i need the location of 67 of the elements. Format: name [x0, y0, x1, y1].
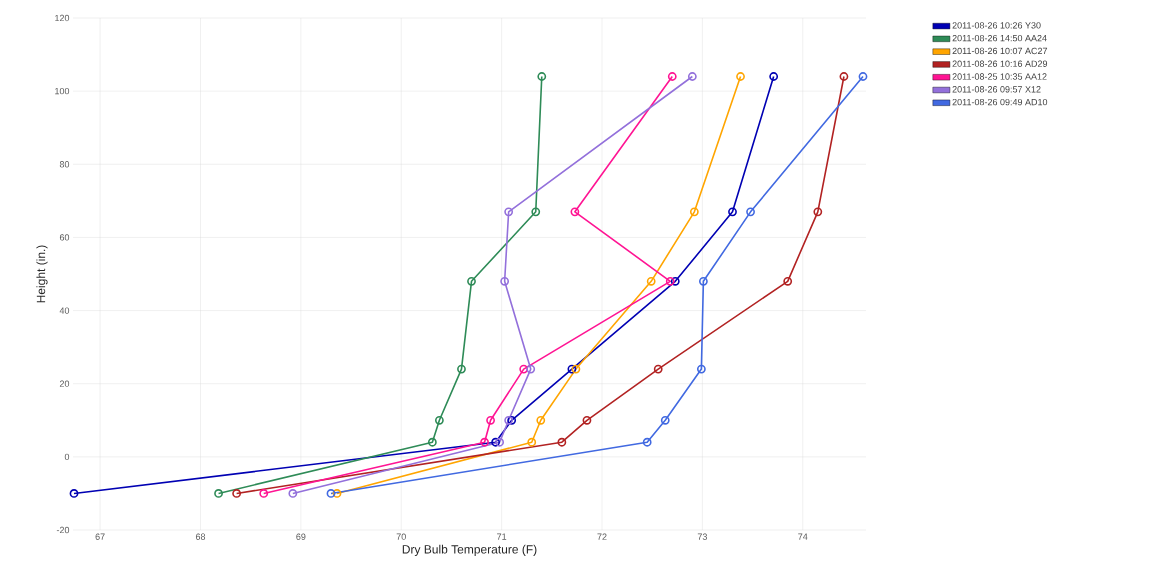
- point: [670, 276, 680, 286]
- point: [689, 207, 699, 217]
- point: [537, 72, 547, 81]
- point: [500, 276, 510, 286]
- legend-label: 2011-08-26 10:07 AC27: [952, 47, 1048, 55]
- legend-label: 2011-08-26 14:50 AA24: [952, 34, 1047, 42]
- x-tick-label: 74: [798, 533, 808, 540]
- x-tick-label: 67: [95, 533, 105, 540]
- y-axis-title: Height (in.): [36, 245, 48, 303]
- point: [557, 437, 567, 447]
- point: [427, 437, 437, 447]
- x-tick-label: 68: [195, 533, 206, 540]
- point: [698, 276, 708, 286]
- x-tick-label: 72: [597, 533, 607, 540]
- point: [667, 72, 677, 81]
- legend-label: 2011-08-25 10:35 AA12: [952, 73, 1047, 80]
- point: [526, 364, 536, 374]
- y-tick-label: 100: [55, 87, 70, 95]
- point: [653, 364, 663, 374]
- point: [696, 364, 706, 374]
- point: [642, 437, 652, 447]
- point: [495, 437, 505, 447]
- y-tick-label: 120: [55, 14, 70, 22]
- point: [480, 437, 489, 447]
- point: [259, 489, 269, 498]
- point: [491, 437, 500, 447]
- point: [660, 415, 670, 425]
- point: [783, 276, 793, 286]
- point: [567, 364, 577, 374]
- x-tick-label: 71: [497, 533, 507, 540]
- point: [746, 207, 755, 217]
- point: [536, 415, 546, 425]
- point: [519, 364, 529, 374]
- point: [571, 364, 581, 374]
- y-tick-label: 60: [59, 234, 70, 241]
- point: [813, 207, 823, 217]
- x-tick-label: 69: [296, 533, 306, 540]
- point: [769, 72, 779, 81]
- x-tick-label: 70: [396, 533, 406, 540]
- x-axis-title: Dry Bulb Temperature (F): [402, 544, 537, 556]
- point: [839, 72, 849, 81]
- point: [531, 207, 541, 217]
- point: [504, 207, 514, 217]
- y-tick-label: -20: [56, 526, 70, 534]
- y-tick-label: 80: [59, 161, 70, 168]
- point: [457, 364, 466, 374]
- point: [570, 207, 580, 217]
- y-tick-label: 20: [59, 380, 70, 387]
- legend-label: 2011-08-26 10:16 AD29: [952, 60, 1048, 67]
- legend-label: 2011-08-26 10:26 Y30: [952, 22, 1041, 29]
- point: [527, 437, 537, 447]
- point: [486, 415, 495, 425]
- x-tick-label: 73: [697, 533, 707, 540]
- point: [858, 72, 868, 81]
- legend-label: 2011-08-26 09:57 X12: [952, 86, 1041, 93]
- point: [582, 415, 592, 425]
- point: [736, 72, 745, 81]
- point: [332, 489, 342, 498]
- y-tick-label: 0: [64, 453, 70, 461]
- point: [665, 276, 675, 286]
- point: [467, 276, 476, 286]
- y-tick-label: 40: [59, 307, 70, 314]
- legend-label: 2011-08-26 09:49 AD10: [952, 98, 1048, 106]
- point: [434, 415, 444, 425]
- point: [646, 276, 656, 286]
- point: [728, 207, 737, 217]
- point: [687, 72, 697, 81]
